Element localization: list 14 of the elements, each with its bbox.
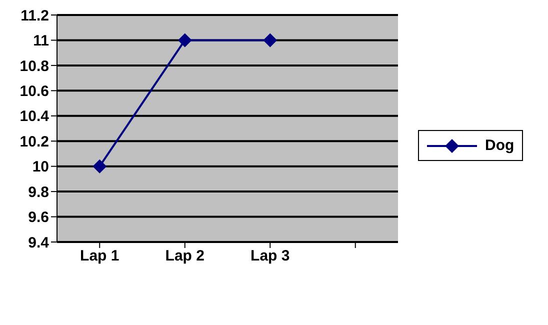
x-tick-label: Lap 1 [80,248,120,265]
y-tick-label: 10.8 [20,58,49,75]
y-tick-label: 10 [32,158,49,176]
y-tick-label: 10.6 [20,82,49,100]
y-tick-label: 9.8 [28,184,49,201]
x-tick-label: Lap 3 [250,248,290,265]
y-tick-label: 11 [33,32,49,50]
legend-label: Dog [485,137,514,154]
x-tick-label: Lap 2 [165,248,204,265]
y-tick-label: 10.2 [20,133,49,150]
y-tick-label: 9.6 [28,209,49,226]
y-tick-label: 9.4 [28,234,50,252]
y-tick-label: 11.2 [20,7,49,24]
y-tick-label: 10.4 [20,108,50,126]
